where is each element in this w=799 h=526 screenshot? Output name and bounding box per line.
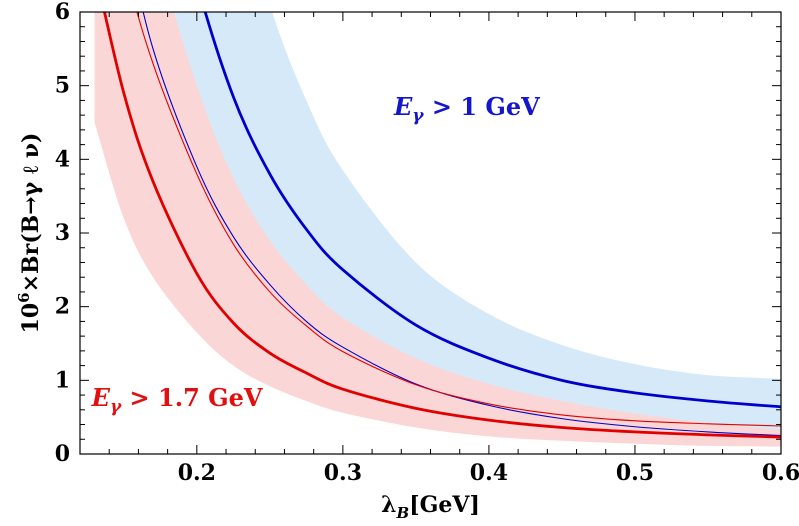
x-tick-label: 0.6 (762, 460, 799, 486)
band-0 (143, 12, 781, 436)
y-tick-label: 4 (55, 146, 70, 172)
y-tick-label: 0 (55, 441, 70, 467)
y-tick-label: 3 (55, 220, 70, 246)
annotations-layer: Eγ > 1 GeV Eγ > 1.7 GeV (91, 92, 540, 417)
x-tick-label: 0.2 (178, 460, 216, 486)
y-tick-label: 2 (55, 294, 70, 320)
central-line-1 (203, 12, 781, 409)
lines-layer (103, 12, 781, 439)
x-tick-label: 0.4 (470, 460, 508, 486)
series-annotation-1: Eγ > 1.7 GeV (91, 383, 263, 417)
series-annotation-0: Eγ > 1 GeV (393, 92, 540, 126)
y-tick-label: 5 (55, 73, 70, 99)
y-axis-title: 106×Br(B→γ ℓ ν) (15, 133, 44, 334)
reference-line-2 (142, 12, 781, 437)
x-tick-label: 0.3 (324, 460, 362, 486)
band-3 (94, 12, 781, 447)
y-tick-label: 1 (55, 367, 70, 393)
reference-line-5 (136, 12, 781, 427)
tick-labels-layer: 0.2 0.3 0.4 0.5 0.6 0 1 2 3 4 5 6 (55, 0, 799, 486)
bands-layer (94, 12, 781, 447)
central-line-4 (103, 12, 781, 439)
x-tick-label: 0.5 (616, 460, 654, 486)
y-tick-label: 6 (55, 0, 70, 25)
ticks-layer (79, 11, 782, 455)
x-axis-title: λB[GeV] (381, 492, 480, 522)
